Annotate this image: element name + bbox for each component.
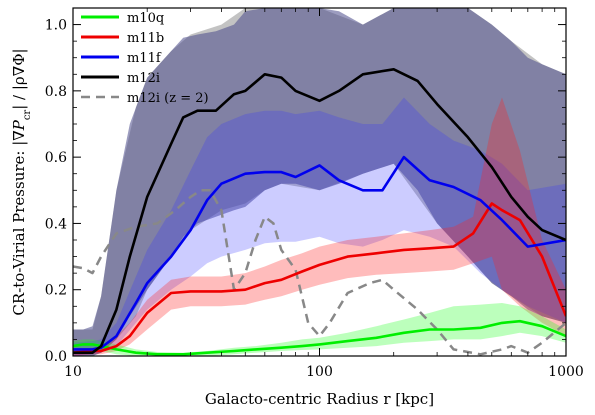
y-tick-label: 0.2 [45, 283, 67, 299]
legend-label: m11b [127, 31, 164, 46]
band-m10q [73, 303, 566, 356]
band-m12i [73, 8, 566, 356]
legend-label: m11f [127, 51, 162, 66]
x-axis-label: Galacto-centric Radius r [kpc] [205, 390, 434, 408]
y-tick-label: 0.4 [45, 216, 67, 232]
series-line-m11f [73, 155, 566, 351]
series-line-m10q [73, 319, 566, 356]
y-tick-label: 0.6 [45, 150, 67, 166]
band-m11f [73, 97, 566, 356]
axis-ticks [72, 8, 567, 357]
x-tick-label: 10 [64, 364, 82, 380]
y-axis-label: CR-to-Virial Pressure: |∇Pcr| / |ρ∇Φ| [10, 48, 33, 315]
x-tick-label: 1000 [548, 364, 584, 380]
series-lines [73, 68, 566, 356]
legend-label: m12i (z = 2) [127, 91, 209, 106]
legend: m10q m11b m11f m12i m12i (z = 2) [81, 11, 209, 106]
y-tick-label: 0.0 [45, 349, 67, 365]
series-line-m12i [73, 68, 566, 355]
tick-labels: 10 100 1000 0.0 0.2 0.4 0.6 0.8 1.0 [45, 18, 584, 380]
x-tick-label: 100 [306, 364, 333, 380]
series-line-m11b [73, 202, 566, 354]
legend-label: m10q [127, 11, 164, 26]
legend-label: m12i [127, 71, 160, 86]
y-tick-label: 1.0 [45, 18, 67, 34]
y-tick-label: 0.8 [45, 84, 67, 100]
series-line-m12i-z-2- [73, 189, 566, 356]
